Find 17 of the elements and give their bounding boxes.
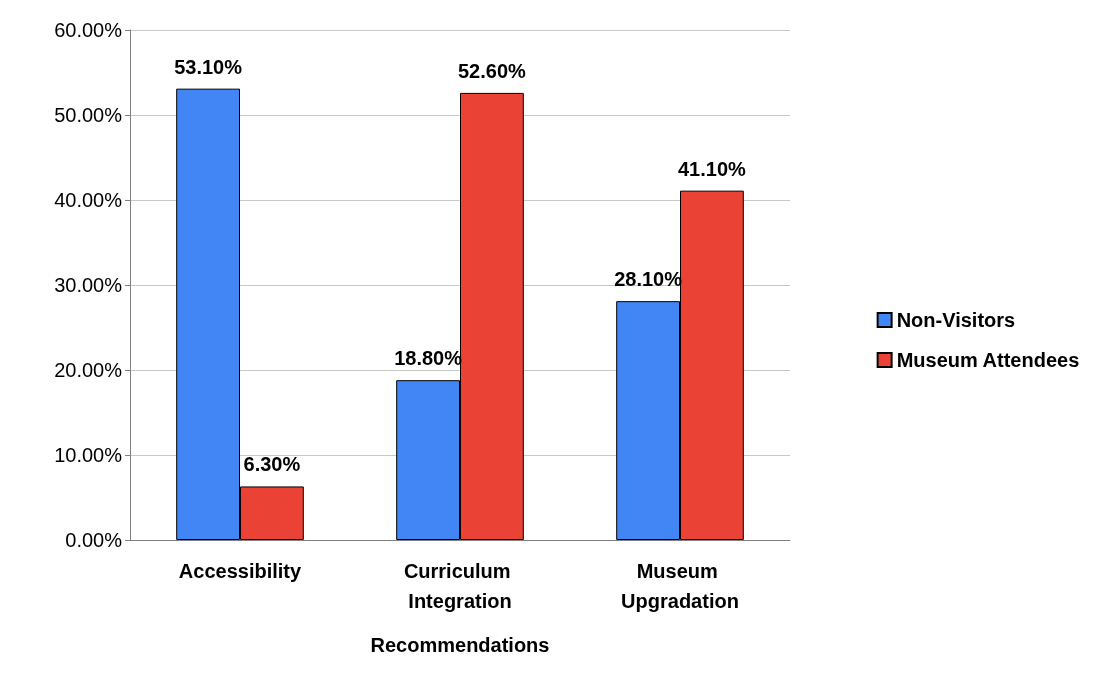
data-label: 6.30%: [243, 453, 301, 476]
y-tick-label: 40.00%: [54, 189, 123, 211]
y-tick-label: 20.00%: [54, 359, 123, 381]
y-tick-label: 0.00%: [65, 529, 123, 551]
x-axis-title: Recommendations: [370, 634, 550, 656]
x-tick-label: Curriculum Integration: [403, 560, 517, 612]
x-tick-label: Museum Upgradation: [621, 560, 739, 612]
x-tick-label: Accessibility: [178, 560, 303, 582]
y-tick-label: 60.00%: [54, 19, 123, 41]
y-tick-label: 50.00%: [54, 104, 123, 126]
data-label: 41.10%: [677, 157, 747, 180]
data-label: 52.60%: [457, 59, 527, 82]
y-tick-label: 30.00%: [54, 274, 123, 296]
data-label: 53.10%: [174, 55, 243, 78]
legend-label: Museum Attendees: [896, 349, 1080, 371]
y-tick-label: 10.00%: [54, 444, 123, 466]
legend-label: Non-Visitors: [896, 309, 1016, 331]
